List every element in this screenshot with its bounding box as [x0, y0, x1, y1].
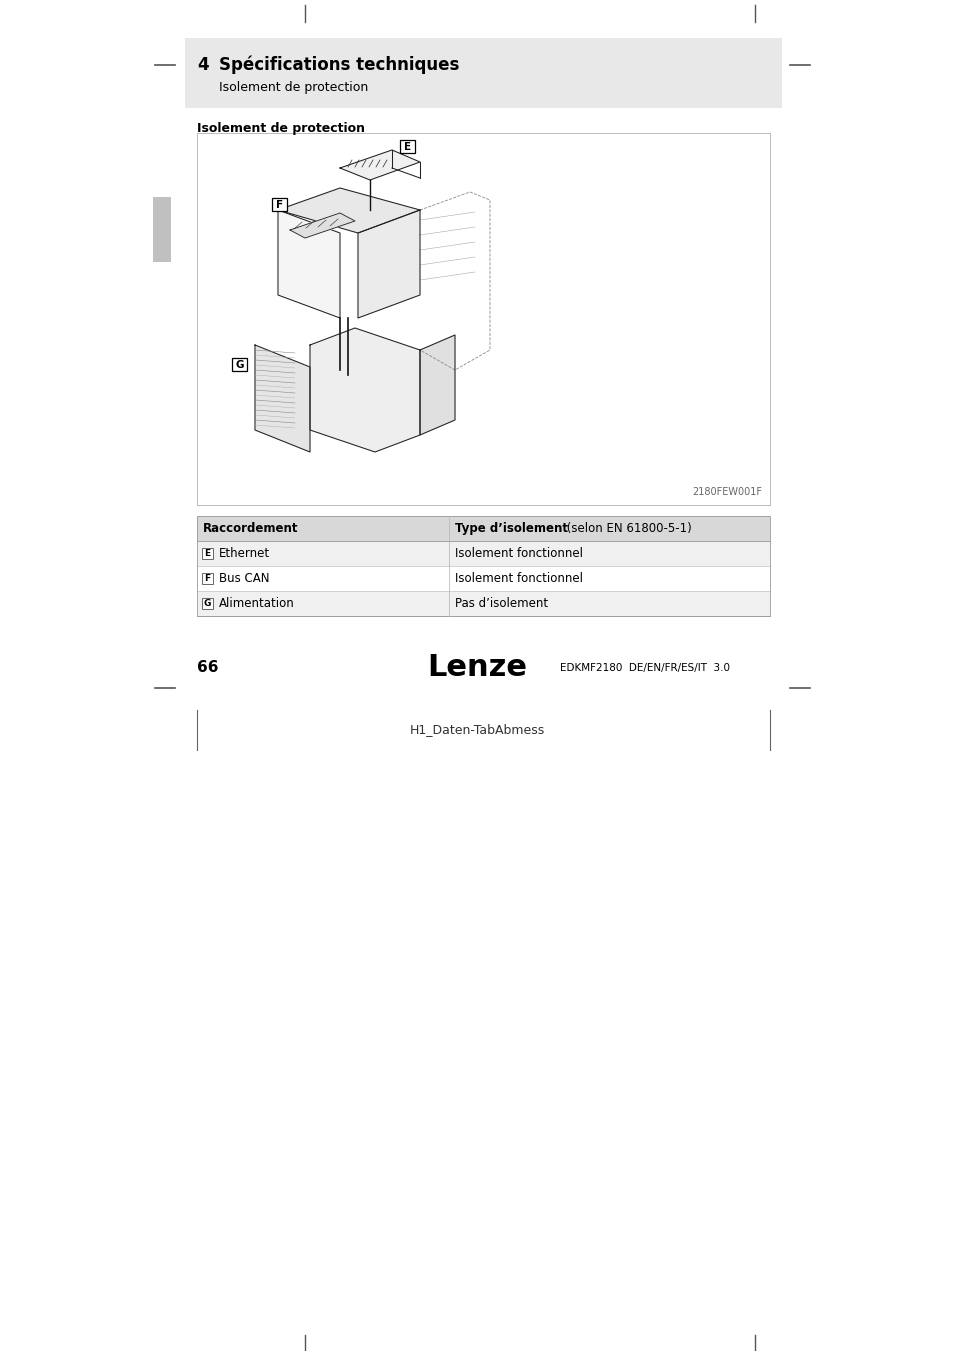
- Text: Spécifications techniques: Spécifications techniques: [219, 55, 459, 74]
- Bar: [399, 141, 415, 153]
- Bar: [196, 566, 769, 590]
- Text: 2180FEW001F: 2180FEW001F: [691, 486, 761, 497]
- Bar: [196, 516, 769, 540]
- Text: Lenze: Lenze: [427, 654, 526, 682]
- Bar: [196, 132, 769, 505]
- Text: Isolement de protection: Isolement de protection: [219, 81, 368, 95]
- Text: Alimentation: Alimentation: [219, 597, 294, 611]
- Bar: [152, 197, 171, 262]
- Text: Bus CAN: Bus CAN: [219, 571, 269, 585]
- Text: Type d’isolement: Type d’isolement: [455, 521, 567, 535]
- Text: Ethernet: Ethernet: [219, 547, 270, 561]
- Bar: [202, 573, 213, 584]
- Bar: [202, 598, 213, 609]
- Polygon shape: [254, 345, 310, 453]
- Bar: [185, 38, 781, 108]
- Bar: [202, 549, 213, 559]
- Text: H1_Daten-TabAbmess: H1_Daten-TabAbmess: [409, 724, 544, 736]
- Bar: [272, 199, 287, 211]
- Text: 4: 4: [196, 55, 209, 74]
- Bar: [196, 540, 769, 566]
- Text: (selon EN 61800-5-1): (selon EN 61800-5-1): [562, 521, 691, 535]
- Bar: [232, 358, 247, 372]
- Text: Isolement de protection: Isolement de protection: [196, 122, 365, 135]
- Text: G: G: [204, 598, 211, 608]
- Bar: [196, 590, 769, 616]
- Polygon shape: [339, 150, 419, 180]
- Polygon shape: [277, 188, 419, 232]
- Polygon shape: [290, 213, 355, 238]
- Text: E: E: [204, 549, 211, 558]
- Text: EDKMF2180  DE/EN/FR/ES/IT  3.0: EDKMF2180 DE/EN/FR/ES/IT 3.0: [559, 663, 729, 673]
- Text: E: E: [403, 142, 411, 151]
- Polygon shape: [310, 328, 419, 453]
- Text: Pas d’isolement: Pas d’isolement: [455, 597, 548, 611]
- Polygon shape: [357, 209, 419, 317]
- Text: Isolement fonctionnel: Isolement fonctionnel: [455, 571, 582, 585]
- Text: F: F: [204, 574, 211, 584]
- Polygon shape: [277, 209, 339, 317]
- Text: Isolement fonctionnel: Isolement fonctionnel: [455, 547, 582, 561]
- Text: G: G: [235, 359, 244, 370]
- Polygon shape: [419, 335, 455, 435]
- Text: F: F: [275, 200, 283, 209]
- Bar: [196, 516, 769, 616]
- Text: Raccordement: Raccordement: [203, 521, 298, 535]
- Text: 66: 66: [196, 661, 218, 676]
